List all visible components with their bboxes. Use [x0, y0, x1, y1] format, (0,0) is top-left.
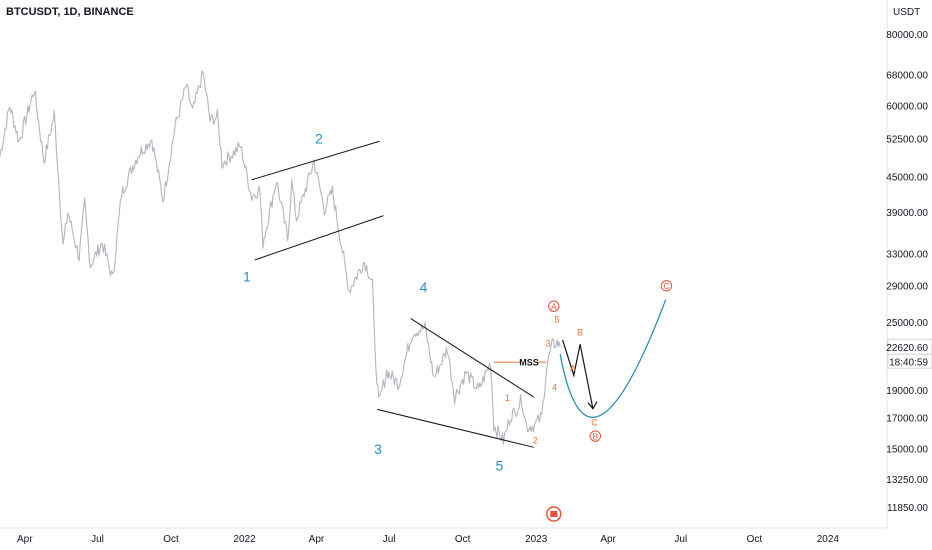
- mss-label: MSS: [519, 358, 539, 368]
- y-tick-label: 52500.00: [886, 134, 928, 145]
- circled-label-text: B: [592, 431, 598, 441]
- last-price-label: 22620.60: [886, 343, 928, 354]
- x-tick-label: 2023: [525, 534, 548, 545]
- wave-label-orange: 4: [552, 382, 557, 392]
- drawings-layer: [251, 140, 667, 448]
- price-series: [0, 70, 561, 445]
- x-tick-label: Apr: [600, 534, 616, 545]
- y-tick-label: 45000.00: [886, 173, 928, 184]
- x-tick-label: Jul: [91, 534, 104, 545]
- circled-label-ring: [548, 300, 560, 312]
- wave-label-orange: 3: [546, 338, 551, 348]
- y-tick-label: 39000.00: [886, 208, 928, 219]
- circled-label-text: C: [663, 281, 669, 291]
- wave-label-orange: A: [570, 364, 576, 374]
- y-tick-label: 13250.00: [886, 475, 928, 486]
- abc-arrowhead: [587, 401, 598, 410]
- wave-label-blue: 2: [315, 131, 323, 147]
- y-tick-label: 25000.00: [886, 318, 928, 329]
- countdown-label: 18:40:59: [889, 357, 928, 368]
- y-tick-label: 33000.00: [886, 249, 928, 260]
- currency-label: USDT: [893, 7, 920, 18]
- y-tick-label: 29000.00: [886, 281, 928, 292]
- price-axis-background: [887, 0, 932, 550]
- y-tick-label: 68000.00: [886, 70, 928, 81]
- wave-label-blue: 4: [420, 279, 428, 295]
- x-tick-label: 2024: [817, 534, 840, 545]
- y-tick-label: 15000.00: [886, 444, 928, 455]
- wave-label-blue: 3: [374, 441, 382, 457]
- y-tick-label: 17000.00: [886, 413, 928, 424]
- y-tick-label: 11850.00: [887, 503, 928, 514]
- y-tick-label: 80000.00: [886, 30, 928, 41]
- circled-label-ring: [660, 280, 673, 292]
- x-tick-label: Apr: [17, 534, 33, 545]
- wave-label-orange: C: [591, 417, 598, 427]
- wedge-lower-line: [377, 408, 534, 448]
- wedge-upper-line: [410, 318, 535, 398]
- projection-curve: [559, 299, 667, 418]
- wave-label-orange: 1: [505, 393, 510, 403]
- wave-label-blue: 5: [496, 458, 504, 474]
- wave-label-orange: 2: [533, 435, 538, 445]
- channel-lower-line: [254, 215, 384, 261]
- wave-label-blue: 1: [243, 269, 251, 285]
- countdown-badge: [887, 353, 932, 369]
- chart-title: BTCUSDT, 1D, BINANCE: [6, 6, 134, 18]
- y-tick-label: 60000.00: [886, 101, 928, 112]
- x-tick-label: Oct: [163, 534, 179, 545]
- channel-upper-line: [251, 140, 380, 181]
- event-marker-flag-icon: [550, 511, 558, 517]
- circled-label-text: A: [551, 301, 557, 311]
- abc-zigzag: [562, 339, 594, 409]
- x-tick-label: Apr: [309, 534, 325, 545]
- x-tick-label: Jul: [674, 534, 687, 545]
- x-tick-label: Jul: [383, 534, 396, 545]
- price-line: [0, 70, 561, 445]
- x-tick-label: Oct: [747, 534, 763, 545]
- wave-label-orange: B: [577, 328, 583, 338]
- x-tick-label: Oct: [455, 534, 471, 545]
- circled-label-ring: [589, 430, 602, 442]
- y-tick-label: 19000.00: [886, 386, 928, 397]
- x-tick-label: 2022: [233, 534, 256, 545]
- wave-label-orange: 5: [554, 315, 559, 325]
